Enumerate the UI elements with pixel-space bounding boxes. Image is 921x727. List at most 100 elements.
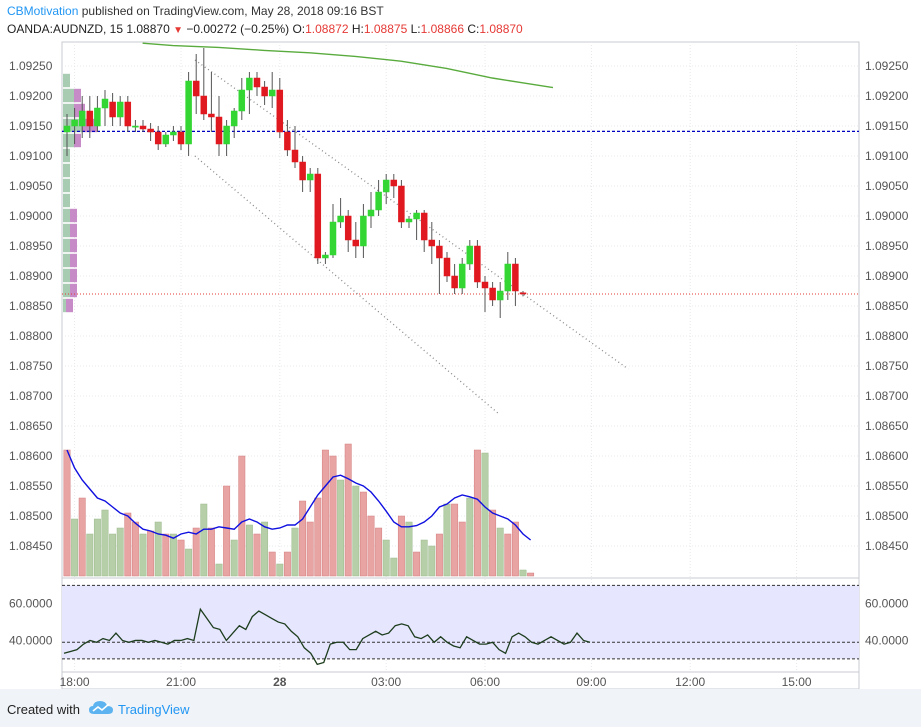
candle-body xyxy=(71,119,78,127)
symbol-label: OANDA:AUDNZD, 15 xyxy=(7,22,124,36)
volume-bar xyxy=(435,533,443,577)
trendlines[interactable] xyxy=(194,59,629,415)
rsi-line xyxy=(63,607,591,666)
candle-body xyxy=(344,215,352,241)
profile-bar-up xyxy=(63,88,74,103)
candle-body xyxy=(474,245,481,283)
price-tick-label-right: 1.09250 xyxy=(865,59,909,73)
price-tick-label-left: 1.08800 xyxy=(9,329,53,343)
volume-bar xyxy=(359,491,367,577)
price-chart[interactable]: 1.09250 1.09250 1.09200 1.09200 1.09150 1.091… xyxy=(0,0,921,689)
volume-bar xyxy=(527,572,535,577)
volume-bar xyxy=(458,521,466,577)
candle-body xyxy=(390,179,398,187)
profile-bar-up xyxy=(63,253,70,268)
profile-bar-down xyxy=(74,103,85,118)
price-tick-label-right: 1.08750 xyxy=(865,359,909,373)
candle-body xyxy=(162,134,170,145)
volume-bar xyxy=(299,500,307,577)
volume-bar xyxy=(306,521,314,577)
tradingview-link[interactable]: TradingView xyxy=(118,702,190,717)
candle-body xyxy=(398,185,405,223)
volume-bar xyxy=(382,539,390,577)
candle-body xyxy=(132,125,139,128)
down-arrow-icon: ▼ xyxy=(173,25,184,36)
price-tick-label-left: 1.09200 xyxy=(9,89,53,103)
candle-body xyxy=(246,77,253,91)
volume-bar xyxy=(321,449,329,577)
candle-body xyxy=(314,173,322,259)
volume-bar xyxy=(397,515,405,577)
price-tick-label-right: 1.09000 xyxy=(865,209,909,223)
volume-bar xyxy=(101,509,109,577)
candle-body xyxy=(481,281,489,289)
candle-body xyxy=(436,245,443,259)
candle-body xyxy=(94,107,101,127)
profile-bar-up xyxy=(63,208,70,223)
price-tick-label-right: 1.08550 xyxy=(865,479,909,493)
volume-bar xyxy=(337,479,345,577)
volume-bar xyxy=(207,527,215,577)
volume-bar xyxy=(78,497,86,577)
price-tick-label-right: 1.09100 xyxy=(865,149,909,163)
volume-bar xyxy=(154,521,162,577)
profile-bar-up xyxy=(63,133,74,148)
profile-bar-up xyxy=(63,193,70,208)
candle-body xyxy=(413,212,420,220)
high-value: 1.08875 xyxy=(363,22,408,36)
volume-bar xyxy=(367,515,375,577)
publish-line: CBMotivation published on TradingView.co… xyxy=(7,4,384,18)
volume-bar xyxy=(291,527,299,577)
profile-bar-up xyxy=(63,268,70,283)
channel-trendline xyxy=(194,155,500,415)
candle-body xyxy=(367,209,375,217)
time-axis[interactable]: 18:00 21:00 28 03:00 06:00 09:00 12:00 15:00 xyxy=(60,675,812,689)
candle-body xyxy=(116,101,124,118)
open-label: O: xyxy=(292,22,306,36)
time-tick-label: 03:00 xyxy=(371,675,401,689)
price-tick-label-left: 1.09100 xyxy=(9,149,53,163)
profile-bar-down xyxy=(74,88,81,103)
volume-bar xyxy=(413,551,421,577)
rsi-tick-label-left: 40.0000 xyxy=(9,633,53,647)
price-tick-label-left: 1.09250 xyxy=(9,59,53,73)
low-value: 1.08866 xyxy=(420,22,464,36)
price-tick-label-left: 1.08650 xyxy=(9,419,53,433)
profile-bar-up xyxy=(63,298,66,313)
profile-bar-down xyxy=(70,223,77,238)
volume-bar xyxy=(390,557,398,577)
close-value: 1.08870 xyxy=(479,22,523,36)
candle-body xyxy=(200,95,208,115)
volume-bar xyxy=(504,533,512,577)
candle-body xyxy=(322,254,329,259)
candle-body xyxy=(360,215,367,247)
price-tick-label-right: 1.08950 xyxy=(865,239,909,253)
volume-bar xyxy=(177,539,185,577)
moving-average xyxy=(142,42,554,89)
candle-body xyxy=(230,110,238,127)
profile-bar-down xyxy=(70,283,77,298)
profile-bar-up xyxy=(63,73,70,88)
profile-bar-down xyxy=(70,238,77,253)
volume-bar xyxy=(245,524,253,577)
profile-bar-down xyxy=(66,298,73,313)
candle-body xyxy=(109,101,116,118)
price-tick-label-left: 1.08750 xyxy=(9,359,53,373)
candle-body xyxy=(420,212,428,241)
candle-body xyxy=(405,218,413,223)
candle-body xyxy=(101,98,109,109)
price-axis[interactable]: 1.09250 1.09250 1.09200 1.09200 1.09150 1.091… xyxy=(9,59,909,647)
volume-bar xyxy=(71,518,79,577)
candle-body xyxy=(337,215,344,223)
author-link[interactable]: CBMotivation xyxy=(7,4,79,18)
price-tick-label-left: 1.08500 xyxy=(9,509,53,523)
price-tick-label-right: 1.08700 xyxy=(865,389,909,403)
volume-bar xyxy=(283,551,291,577)
rsi-tick-label-right: 40.0000 xyxy=(865,633,909,647)
volume-bar xyxy=(489,509,497,577)
volume-bar xyxy=(93,518,101,577)
channel-trendline xyxy=(194,59,629,370)
volume-bar xyxy=(230,539,238,577)
time-tick-label: 09:00 xyxy=(576,675,606,689)
profile-bar-down xyxy=(70,268,77,283)
